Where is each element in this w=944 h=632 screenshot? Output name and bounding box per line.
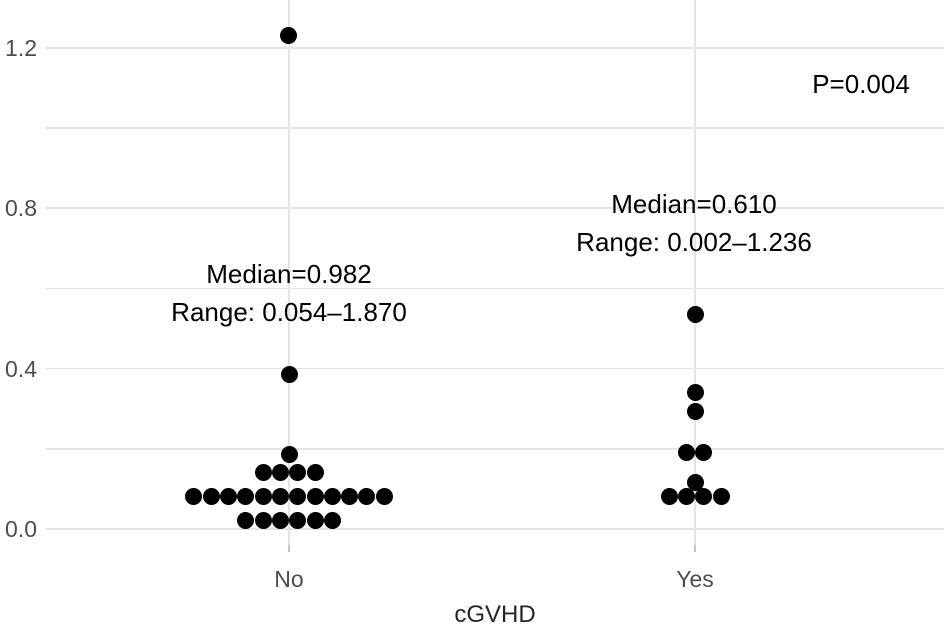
data-point bbox=[306, 464, 324, 482]
data-point bbox=[237, 511, 255, 529]
data-point bbox=[280, 446, 298, 464]
yes-range-text: Range: 0.002–1.236 bbox=[576, 227, 812, 257]
data-point bbox=[375, 488, 393, 506]
horizontal-gridline bbox=[46, 367, 944, 370]
yes-median-text: Median=0.610 bbox=[611, 189, 777, 219]
data-point bbox=[677, 444, 695, 462]
data-point bbox=[660, 488, 678, 506]
x-axis-title: cGVHD bbox=[454, 601, 536, 628]
data-point bbox=[686, 403, 704, 421]
data-point bbox=[254, 511, 272, 529]
horizontal-gridline bbox=[46, 448, 944, 450]
horizontal-gridline bbox=[46, 287, 944, 290]
x-axis-category-label: No bbox=[274, 566, 304, 592]
data-point bbox=[695, 488, 713, 506]
no-median-text: Median=0.982 bbox=[206, 259, 372, 289]
data-point bbox=[289, 488, 307, 506]
data-point bbox=[695, 444, 713, 462]
y-axis-tick-label: 0.4 bbox=[5, 355, 37, 382]
y-axis-tick-label: 1.2 bbox=[5, 34, 37, 61]
data-point bbox=[254, 464, 272, 482]
data-point bbox=[237, 488, 255, 506]
data-point bbox=[279, 27, 297, 45]
data-point bbox=[306, 488, 324, 506]
data-point bbox=[280, 366, 298, 384]
data-point bbox=[686, 474, 704, 492]
data-point bbox=[289, 464, 307, 482]
data-point bbox=[341, 488, 359, 506]
horizontal-gridline bbox=[46, 528, 944, 530]
data-point bbox=[677, 488, 695, 506]
data-point bbox=[358, 488, 376, 506]
y-axis-tick-label: 0.8 bbox=[5, 195, 37, 222]
horizontal-gridline bbox=[46, 127, 944, 129]
data-point bbox=[306, 511, 324, 529]
data-point bbox=[323, 511, 341, 529]
plot-panel: Median=0.982 Range: 0.054–1.870 Median=0… bbox=[46, 0, 944, 545]
x-axis-tick-mark bbox=[694, 545, 696, 552]
data-point bbox=[219, 488, 237, 506]
data-point bbox=[712, 488, 730, 506]
data-point bbox=[185, 488, 203, 506]
data-point bbox=[202, 488, 220, 506]
x-axis-category-label: Yes bbox=[676, 566, 714, 592]
no-range-text: Range: 0.054–1.870 bbox=[171, 297, 407, 327]
y-axis-tick-label: 0.0 bbox=[5, 516, 37, 542]
data-point bbox=[271, 488, 289, 506]
horizontal-gridline bbox=[46, 207, 944, 209]
data-point bbox=[289, 511, 307, 529]
p-value-text: P=0.004 bbox=[812, 69, 910, 99]
data-point bbox=[323, 488, 341, 506]
no-group-annotation: Median=0.982 Range: 0.054–1.870 bbox=[171, 255, 407, 331]
vertical-gridline bbox=[694, 0, 696, 545]
data-point bbox=[686, 305, 704, 323]
x-axis-tick-mark bbox=[288, 545, 290, 552]
data-point bbox=[686, 384, 704, 402]
horizontal-gridline bbox=[46, 47, 944, 49]
data-point bbox=[254, 488, 272, 506]
data-point bbox=[271, 464, 289, 482]
vertical-gridline bbox=[288, 0, 290, 545]
data-point bbox=[271, 511, 289, 529]
yes-group-annotation: Median=0.610 Range: 0.002–1.236 bbox=[576, 185, 812, 261]
